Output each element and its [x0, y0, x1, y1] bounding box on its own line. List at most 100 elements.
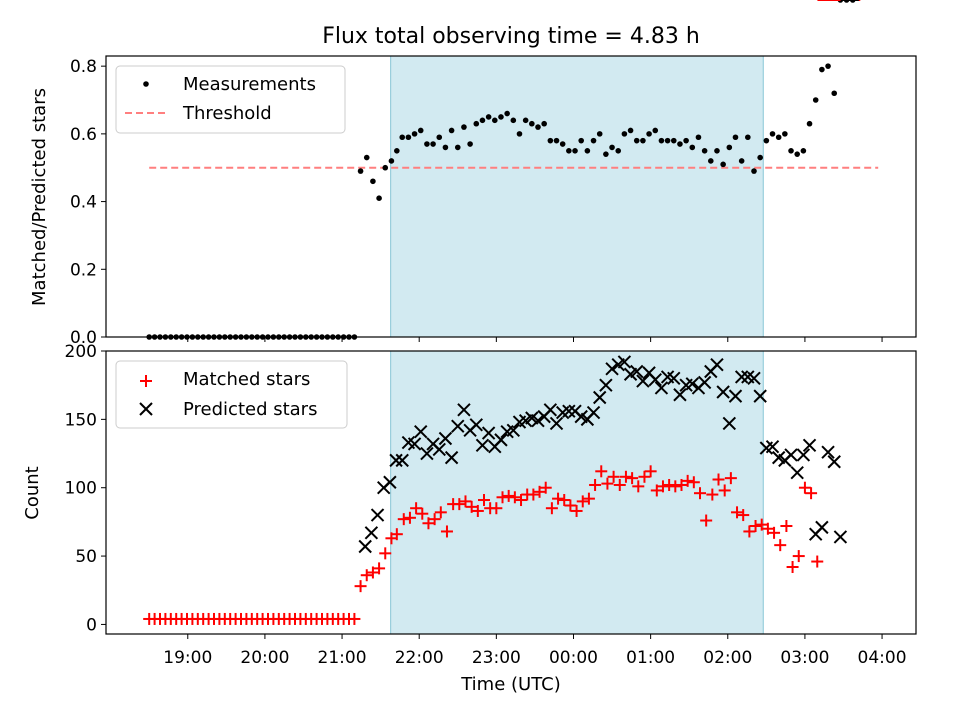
predicted-star-marker — [710, 357, 724, 372]
predicted-star-marker — [494, 433, 508, 447]
matched-star-marker — [558, 494, 571, 507]
matched-star-marker — [348, 612, 361, 625]
matched-star-marker — [681, 474, 694, 487]
measurement-point — [485, 114, 492, 120]
x-tick-label: 02:00 — [703, 648, 752, 668]
legend-marker-matched-stars — [140, 375, 152, 387]
predicted-star-marker — [790, 465, 804, 480]
measurement-point — [664, 137, 671, 144]
matched-star-marker — [422, 517, 435, 530]
measurement-point — [522, 117, 529, 124]
matched-star-marker — [731, 506, 744, 519]
measurement-point — [417, 127, 424, 134]
measurement-point — [831, 90, 838, 97]
y-tick-label: 200 — [65, 342, 97, 362]
matched-star-marker — [619, 470, 632, 483]
predicted-star-marker — [734, 370, 749, 384]
matched-star-marker — [644, 465, 657, 478]
measurement-point — [732, 134, 739, 141]
measurement-point — [596, 131, 603, 137]
matched-star-marker — [410, 502, 423, 515]
x-tick-label: 03:00 — [780, 648, 829, 668]
measurement-point — [621, 131, 628, 137]
measurement-point — [788, 147, 794, 154]
measurement-point — [775, 134, 782, 141]
measurement-point — [812, 97, 819, 103]
legend-label-threshold: Threshold — [182, 103, 272, 124]
measurement-point — [510, 117, 517, 124]
measurement-point — [677, 141, 683, 147]
measurement-point — [627, 127, 634, 134]
x-tick-label: 23:00 — [472, 648, 521, 668]
x-tick-label: 00:00 — [549, 648, 598, 668]
predicted-star-marker — [802, 438, 817, 453]
measurement-point — [436, 134, 443, 141]
predicted-star-marker — [765, 439, 780, 454]
matched-star-marker — [552, 492, 565, 505]
matched-star-marker — [650, 484, 663, 497]
legend-label-matched-stars: Matched stars — [183, 369, 310, 390]
measurement-point — [430, 141, 436, 147]
measurement-point — [751, 168, 757, 174]
predicted-star-marker — [389, 453, 403, 468]
matched-star-marker — [687, 476, 700, 489]
matched-star-marker — [792, 550, 805, 563]
matched-star-marker — [737, 509, 750, 522]
measurement-point — [708, 158, 714, 164]
predicted-star-marker — [383, 475, 397, 489]
measurement-point — [695, 134, 702, 141]
measurement-point — [553, 137, 560, 144]
predicted-star-marker — [506, 423, 521, 438]
measurement-point — [819, 66, 825, 73]
measurement-point — [498, 114, 504, 120]
predicted-star-marker — [395, 453, 409, 468]
predicted-star-marker — [414, 424, 428, 439]
x-tick-label: 01:00 — [626, 648, 675, 668]
predicted-star-marker — [722, 416, 737, 431]
matched-star-marker — [390, 528, 403, 541]
bottom-shaded-region — [390, 350, 764, 635]
measurement-point — [394, 147, 400, 154]
measurement-point — [782, 131, 788, 137]
matched-star-marker — [626, 472, 639, 485]
predicted-star-marker — [586, 405, 601, 420]
matched-star-marker — [595, 465, 608, 478]
predicted-star-marker — [630, 364, 644, 379]
predicted-star-marker — [827, 455, 841, 469]
measurement-point — [603, 151, 609, 157]
matched-star-marker — [774, 539, 787, 552]
matched-star-marker — [638, 470, 651, 483]
matched-star-marker — [527, 488, 540, 501]
measurement-point — [590, 137, 597, 144]
predicted-star-marker — [815, 520, 829, 535]
matched-star-marker — [373, 562, 386, 575]
y-tick-label: 0 — [86, 615, 97, 635]
top-y-ticks: 0.0 0.2 0.4 0.6 0.8 — [70, 57, 106, 348]
matched-star-marker — [564, 499, 577, 512]
measurement-point — [370, 178, 376, 185]
measurement-point — [806, 120, 813, 127]
measurement-point — [363, 154, 370, 161]
measurement-point — [442, 144, 449, 151]
top-legend: Measurements Threshold — [115, 65, 346, 134]
legend-marker-measurements — [143, 81, 149, 87]
predicted-star-marker — [451, 419, 465, 433]
measurement-point — [609, 144, 615, 151]
predicted-star-marker — [370, 508, 385, 522]
measurement-point — [572, 147, 578, 154]
measurement-point — [720, 161, 726, 168]
measurement-point — [535, 124, 541, 130]
legend-marker-predicted-stars — [139, 402, 153, 416]
predicted-star-marker — [543, 403, 558, 417]
measurement-point — [479, 117, 486, 124]
measurement-point — [757, 154, 763, 161]
measurement-point — [763, 137, 770, 144]
predicted-star-marker — [784, 448, 798, 462]
matched-star-marker — [755, 518, 768, 531]
bottom-panel: 0 50 100 150 200 19:00 20:00 21:00 22:00 23:00 00… — [22, 0, 917, 695]
predicted-star-marker — [444, 450, 459, 465]
matched-star-marker — [502, 489, 515, 502]
matched-star-marker — [515, 494, 528, 507]
measurement-point — [714, 147, 720, 154]
measurement-point — [424, 141, 430, 147]
